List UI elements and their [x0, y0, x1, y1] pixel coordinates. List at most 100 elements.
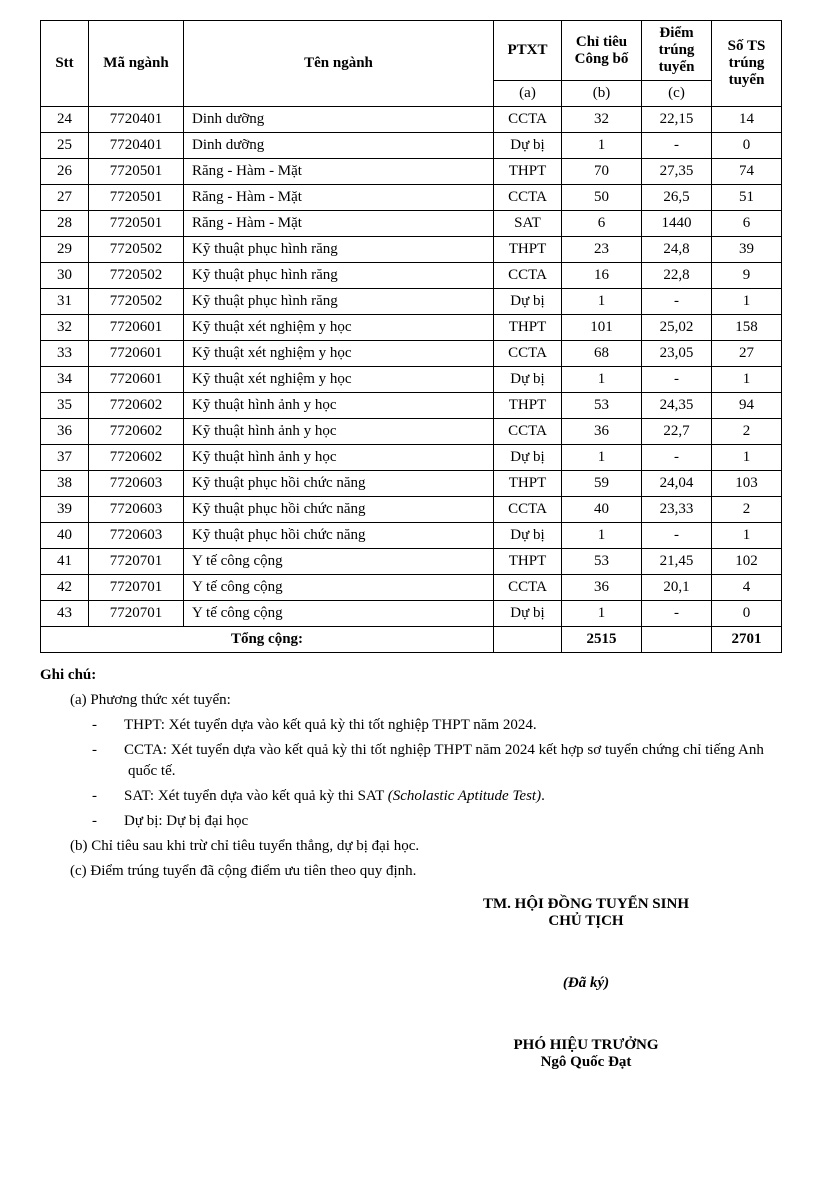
cell-stt: 37 [41, 445, 89, 471]
cell-ptxt: Dự bị [494, 601, 562, 627]
cell-diem: 23,33 [642, 497, 712, 523]
cell-ct: 53 [562, 393, 642, 419]
cell-ma: 7720602 [89, 445, 184, 471]
note-c: (c) Điểm trúng tuyển đã cộng điểm ưu tiê… [70, 861, 782, 882]
cell-diem: 25,02 [642, 315, 712, 341]
cell-ts: 4 [712, 575, 782, 601]
cell-ma: 7720602 [89, 419, 184, 445]
cell-diem: 26,5 [642, 185, 712, 211]
cell-ts: 1 [712, 367, 782, 393]
notes-section: Ghi chú: (a) Phương thức xét tuyển: -THP… [40, 665, 782, 882]
cell-ten: Dinh dưỡng [184, 107, 494, 133]
table-row: 387720603Kỹ thuật phục hồi chức năngTHPT… [41, 471, 782, 497]
cell-ma: 7720701 [89, 575, 184, 601]
table-row: 247720401Dinh dưỡngCCTA3222,1514 [41, 107, 782, 133]
cell-ptxt: THPT [494, 393, 562, 419]
cell-ma: 7720501 [89, 211, 184, 237]
cell-ma: 7720501 [89, 185, 184, 211]
cell-stt: 43 [41, 601, 89, 627]
table-row: 417720701Y tế công cộngTHPT5321,45102 [41, 549, 782, 575]
cell-stt: 33 [41, 341, 89, 367]
cell-ptxt: CCTA [494, 575, 562, 601]
table-row: 367720602Kỹ thuật hình ảnh y họcCCTA3622… [41, 419, 782, 445]
cell-diem: 23,05 [642, 341, 712, 367]
cell-ten: Kỹ thuật phục hình răng [184, 237, 494, 263]
cell-ptxt: THPT [494, 315, 562, 341]
cell-ts: 103 [712, 471, 782, 497]
cell-ts: 102 [712, 549, 782, 575]
cell-stt: 26 [41, 159, 89, 185]
cell-stt: 29 [41, 237, 89, 263]
col-diem: Điểm trúng tuyển [642, 21, 712, 81]
cell-ts: 14 [712, 107, 782, 133]
cell-stt: 36 [41, 419, 89, 445]
table-row: 347720601Kỹ thuật xét nghiệm y họcDự bị1… [41, 367, 782, 393]
cell-ma: 7720501 [89, 159, 184, 185]
cell-ts: 158 [712, 315, 782, 341]
cell-stt: 25 [41, 133, 89, 159]
cell-ct: 1 [562, 367, 642, 393]
cell-ten: Dinh dưỡng [184, 133, 494, 159]
cell-ma: 7720601 [89, 367, 184, 393]
cell-diem: - [642, 133, 712, 159]
cell-ma: 7720603 [89, 497, 184, 523]
cell-stt: 27 [41, 185, 89, 211]
cell-diem: 24,04 [642, 471, 712, 497]
total-so-ts: 2701 [712, 627, 782, 653]
note-b: (b) Chỉ tiêu sau khi trừ chỉ tiêu tuyển … [70, 836, 782, 857]
cell-ten: Y tế công cộng [184, 575, 494, 601]
cell-ma: 7720401 [89, 133, 184, 159]
cell-ptxt: THPT [494, 159, 562, 185]
table-row: 327720601Kỹ thuật xét nghiệm y họcTHPT10… [41, 315, 782, 341]
cell-ct: 1 [562, 601, 642, 627]
cell-ts: 2 [712, 419, 782, 445]
cell-ts: 1 [712, 289, 782, 315]
cell-ct: 6 [562, 211, 642, 237]
total-chi-tieu: 2515 [562, 627, 642, 653]
table-row: 427720701Y tế công cộngCCTA3620,14 [41, 575, 782, 601]
cell-ct: 70 [562, 159, 642, 185]
cell-diem: 22,7 [642, 419, 712, 445]
sig-name: Ngô Quốc Đạt [390, 1054, 782, 1071]
cell-ptxt: CCTA [494, 341, 562, 367]
cell-diem: - [642, 601, 712, 627]
col-ten-nganh: Tên ngành [184, 21, 494, 107]
sig-title: PHÓ HIỆU TRƯỞNG [390, 1037, 782, 1054]
cell-ct: 36 [562, 575, 642, 601]
cell-stt: 28 [41, 211, 89, 237]
cell-ct: 101 [562, 315, 642, 341]
col-so-ts: Số TS trúng tuyển [712, 21, 782, 107]
cell-ten: Kỹ thuật phục hình răng [184, 289, 494, 315]
cell-ten: Kỹ thuật phục hình răng [184, 263, 494, 289]
cell-ma: 7720603 [89, 471, 184, 497]
cell-ct: 59 [562, 471, 642, 497]
cell-ten: Kỹ thuật xét nghiệm y học [184, 315, 494, 341]
cell-ts: 1 [712, 523, 782, 549]
cell-ts: 9 [712, 263, 782, 289]
cell-ten: Kỹ thuật xét nghiệm y học [184, 367, 494, 393]
cell-ct: 36 [562, 419, 642, 445]
cell-ts: 6 [712, 211, 782, 237]
cell-ts: 2 [712, 497, 782, 523]
cell-ten: Kỹ thuật hình ảnh y học [184, 419, 494, 445]
admissions-table: Stt Mã ngành Tên ngành PTXT Chỉ tiêu Côn… [40, 20, 782, 653]
cell-ptxt: CCTA [494, 263, 562, 289]
cell-ma: 7720401 [89, 107, 184, 133]
cell-ten: Kỹ thuật hình ảnh y học [184, 393, 494, 419]
col-chi-tieu: Chỉ tiêu Công bố [562, 21, 642, 81]
cell-ma: 7720502 [89, 237, 184, 263]
col-stt: Stt [41, 21, 89, 107]
sig-line-1: TM. HỘI ĐỒNG TUYỂN SINH [390, 896, 782, 913]
cell-ptxt: THPT [494, 471, 562, 497]
cell-diem: - [642, 523, 712, 549]
cell-ptxt: CCTA [494, 107, 562, 133]
cell-ts: 94 [712, 393, 782, 419]
cell-stt: 42 [41, 575, 89, 601]
cell-ptxt: THPT [494, 237, 562, 263]
table-row: 307720502Kỹ thuật phục hình răngCCTA1622… [41, 263, 782, 289]
cell-ptxt: Dự bị [494, 133, 562, 159]
cell-ct: 1 [562, 523, 642, 549]
total-ptxt-blank [494, 627, 562, 653]
cell-stt: 35 [41, 393, 89, 419]
cell-ma: 7720701 [89, 601, 184, 627]
